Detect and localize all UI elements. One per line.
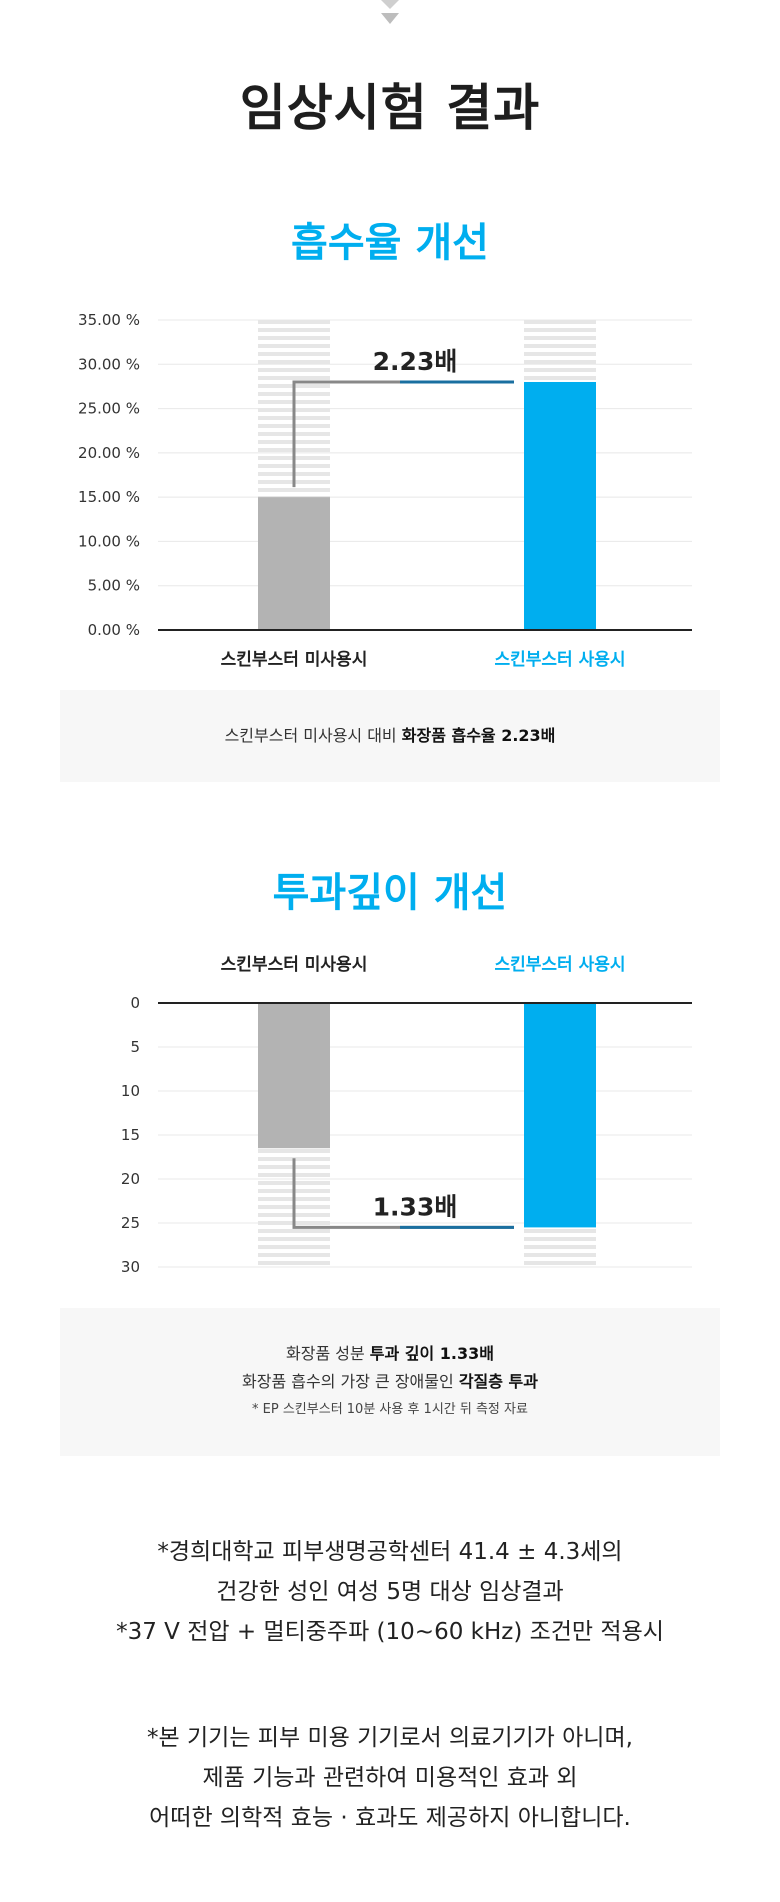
- absorption-summary-box: 스킨부스터 미사용시 대비 화장품 흡수율 2.23배: [60, 690, 720, 782]
- absorption-chart: 35.00 % 30.00 % 25.00 % 20.00 % 15.00 % 10.00…: [78, 311, 692, 670]
- depth-summary-line-2-text: 화장품 흡수의 가장 큰 장애물인: [242, 1372, 459, 1391]
- bar-background-stripe: [258, 1261, 330, 1265]
- category-label: 스킨부스터 사용시: [494, 650, 625, 670]
- y-tick-label: 15: [121, 1126, 140, 1144]
- category-label: 스킨부스터 미사용시: [221, 955, 368, 975]
- bar-background-stripe: [258, 320, 330, 324]
- bar-background-stripe: [258, 336, 330, 340]
- absorption-summary-text: 스킨부스터 미사용시 대비: [224, 726, 402, 745]
- y-tick-label: 20.00 %: [78, 444, 140, 462]
- depth-summary-box: 화장품 성분 투과 깊이 1.33배 화장품 흡수의 가장 큰 장애물인 각질층…: [60, 1308, 720, 1456]
- bar-background-stripe: [524, 1245, 596, 1249]
- y-tick-label: 25: [121, 1214, 140, 1232]
- y-tick-label: 5.00 %: [88, 577, 140, 595]
- depth-summary-line-1: 화장품 성분 투과 깊이 1.33배: [60, 1340, 720, 1368]
- bar-background-stripe: [258, 1149, 330, 1153]
- y-tick-label: 15.00 %: [78, 488, 140, 506]
- bar-background-stripe: [258, 360, 330, 364]
- depth-summary-line-1-highlight: 투과 깊이 1.33배: [369, 1344, 494, 1363]
- disclaimer-footnote: *본 기기는 피부 미용 기기로서 의료기기가 아니며, 제품 기능과 관련하여…: [0, 1718, 780, 1838]
- disclaimer-line-2: 제품 기능과 관련하여 미용적인 효과 외: [202, 1765, 578, 1791]
- comparison-ratio-label: 1.33배: [373, 1192, 458, 1221]
- bar-background-stripe: [524, 1237, 596, 1241]
- y-tick-label: 20: [121, 1170, 140, 1188]
- bar-with-booster: [524, 1003, 596, 1228]
- y-tick-label: 10.00 %: [78, 532, 140, 550]
- clinical-footnote-line-1: *경희대학교 피부생명공학센터 41.4 ± 4.3세의: [157, 1539, 623, 1565]
- depth-summary-note: * EP 스킨부스터 10분 사용 후 1시간 뒤 측정 자료: [252, 1402, 528, 1417]
- y-tick-label: 30: [121, 1258, 140, 1276]
- bar-with-booster: [524, 382, 596, 630]
- disclaimer-line-1: *본 기기는 피부 미용 기기로서 의료기기가 아니며,: [147, 1725, 633, 1751]
- bar-background-stripe: [524, 320, 596, 324]
- bar-background-stripe: [258, 352, 330, 356]
- bar-background-stripe: [524, 1229, 596, 1233]
- y-tick-label: 35.00 %: [78, 311, 140, 329]
- bar-background-stripe: [258, 1245, 330, 1249]
- bar-without-booster: [258, 1003, 330, 1149]
- bar-background-stripe: [258, 1253, 330, 1257]
- y-tick-label: 25.00 %: [78, 400, 140, 418]
- depth-chart: 스킨부스터 미사용시 스킨부스터 사용시 0 5 10 15 20 25 30 1.33배: [121, 955, 692, 1276]
- y-tick-label: 0.00 %: [88, 621, 140, 639]
- category-label: 스킨부스터 미사용시: [221, 650, 368, 670]
- y-tick-label: 30.00 %: [78, 355, 140, 373]
- depth-summary-line-2: 화장품 흡수의 가장 큰 장애물인 각질층 투과: [60, 1368, 720, 1396]
- bar-background-stripe: [524, 344, 596, 348]
- y-tick-label: 5: [130, 1038, 140, 1056]
- bar-background-stripe: [258, 368, 330, 372]
- bar-background-stripe: [258, 1229, 330, 1233]
- depth-section-title: 투과깊이 개선: [272, 870, 508, 916]
- bar-background-stripe: [524, 352, 596, 356]
- page-title: 임상시험 결과: [239, 79, 541, 137]
- bar-background-stripe: [258, 1237, 330, 1241]
- depth-summary-line-2-highlight: 각질층 투과: [458, 1372, 538, 1391]
- absorption-summary-highlight: 화장품 흡수율 2.23배: [401, 726, 556, 745]
- y-tick-label: 10: [121, 1082, 140, 1100]
- bar-background-stripe: [524, 360, 596, 364]
- chevron-down-icon: [381, 0, 399, 24]
- bar-background-stripe: [524, 328, 596, 332]
- bar-background-stripe: [524, 336, 596, 340]
- absorption-section-title: 흡수율 개선: [291, 220, 489, 266]
- bar-background-stripe: [524, 368, 596, 372]
- bar-without-booster: [258, 497, 330, 630]
- clinical-footnote-line-3: *37 V 전압 + 멀티중주파 (10~60 kHz) 조건만 적용시: [116, 1619, 664, 1645]
- bar-background-stripe: [258, 328, 330, 332]
- bar-background-stripe: [524, 376, 596, 380]
- category-label: 스킨부스터 사용시: [494, 955, 625, 975]
- clinical-footnote: *경희대학교 피부생명공학센터 41.4 ± 4.3세의 건강한 성인 여성 5…: [0, 1532, 780, 1652]
- bar-background-stripe: [524, 1253, 596, 1257]
- bar-background-stripe: [258, 488, 330, 492]
- y-tick-label: 0: [130, 994, 140, 1012]
- bar-background-stripe: [524, 1261, 596, 1265]
- clinical-footnote-line-2: 건강한 성인 여성 5명 대상 임상결과: [216, 1579, 564, 1605]
- depth-summary-line-1-text: 화장품 성분: [286, 1344, 370, 1363]
- disclaimer-line-3: 어떠한 의학적 효능 · 효과도 제공하지 아니합니다.: [149, 1805, 631, 1831]
- bar-background-stripe: [258, 376, 330, 380]
- comparison-ratio-label: 2.23배: [373, 347, 458, 376]
- bar-background-stripe: [258, 344, 330, 348]
